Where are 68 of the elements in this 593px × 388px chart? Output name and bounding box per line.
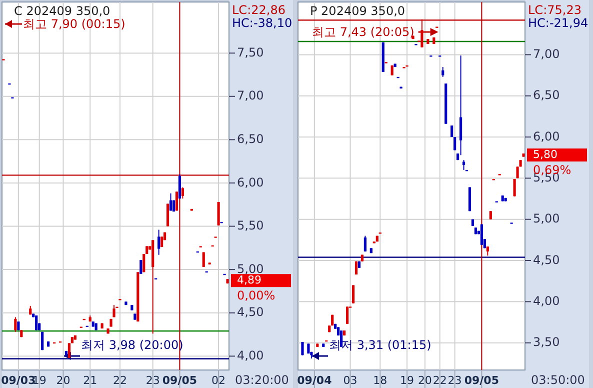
x-tick-label: 09/05	[162, 374, 198, 387]
text: 03:20:00	[235, 373, 289, 387]
x-tick-label: 23	[146, 374, 160, 387]
x-tick-label: 18	[373, 374, 388, 387]
candlestick	[112, 304, 116, 318]
y-tick-label: 3,50	[533, 335, 560, 350]
y-tick-label: 5,00	[533, 212, 560, 226]
candlestick	[158, 229, 160, 256]
y-tick-label: 7,00	[533, 46, 560, 61]
x-tick-label: 23	[448, 374, 462, 387]
text: LC:22,86	[232, 3, 286, 17]
x-tick-label: 21	[83, 374, 98, 387]
candlestick	[459, 55, 462, 156]
x-tick-label: 02	[212, 374, 226, 387]
y-tick-label: 6,00	[533, 129, 560, 144]
text: HC:-38,10	[232, 16, 292, 30]
y-tick-label: 5,00	[237, 262, 264, 276]
y-tick-label: 4,00	[533, 294, 560, 308]
candlestick	[480, 224, 483, 246]
candlestick	[346, 306, 349, 324]
y-tick-label: 4,00	[237, 348, 264, 362]
candlestick	[14, 316, 17, 332]
text: HC:-21,94	[528, 16, 588, 30]
text: 03:50:00	[531, 373, 585, 387]
candlestick	[202, 252, 205, 268]
x-tick-label: 09/05	[464, 374, 500, 387]
candlestick	[442, 66, 444, 78]
candlestick	[166, 203, 170, 227]
candlestick	[169, 192, 172, 212]
candlestick	[175, 191, 178, 212]
x-tick-label: 20	[56, 374, 70, 387]
x-tick-label: 03	[343, 374, 358, 387]
candlestick	[352, 284, 355, 304]
x-tick-label: 20	[418, 374, 432, 387]
y-tick-label: 6,50	[237, 132, 264, 146]
candlestick	[420, 18, 424, 48]
candlestick	[181, 186, 184, 200]
x-tick-label: 22	[112, 374, 127, 387]
chart-title: P 202409 350,0	[310, 4, 406, 18]
annotation: 최고 7,90 (00:15)	[23, 17, 126, 31]
text: 4,89	[237, 274, 262, 287]
x-tick-label: 19	[400, 374, 414, 387]
text: 0,00%	[237, 288, 276, 302]
y-tick-label: 4,50	[533, 252, 560, 267]
candlestick	[462, 160, 466, 170]
x-tick-label: 22	[432, 374, 447, 387]
annotation: 최저 3,31 (01:15)	[329, 338, 432, 352]
y-tick-label: 4,50	[237, 305, 264, 320]
candlestick	[301, 342, 304, 356]
candlestick	[486, 246, 489, 256]
x-tick-label: 09/04	[297, 374, 332, 387]
y-tick-label: 6,00	[237, 175, 264, 190]
candlestick	[468, 186, 472, 212]
chart-title: C 202409 350,0	[14, 4, 110, 18]
y-tick-label: 7,00	[237, 88, 264, 103]
candlestick	[68, 342, 71, 358]
text: LC:75,23	[528, 3, 582, 17]
candlestick	[364, 235, 367, 252]
candlestick	[454, 136, 456, 151]
candlestick	[217, 202, 220, 226]
y-tick-label: 7,50	[237, 45, 264, 60]
candlestick	[140, 260, 142, 274]
y-tick-label: 5,50	[237, 218, 264, 233]
candlestick	[513, 178, 516, 197]
annotation: 최고 7,43 (20:05)	[312, 25, 414, 39]
candlestick	[178, 174, 182, 200]
text: 5,80	[533, 148, 558, 161]
y-tick-label: 6,50	[533, 88, 560, 102]
